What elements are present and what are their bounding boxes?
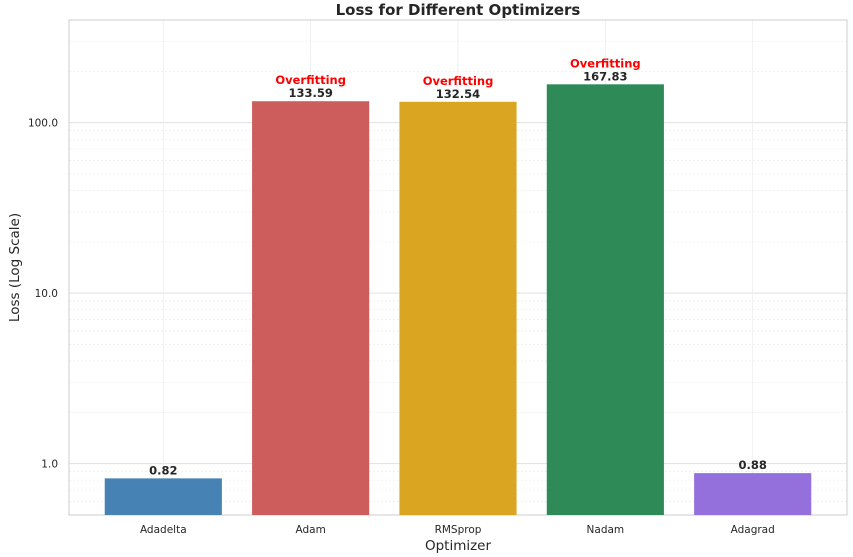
y-axis-label: Loss (Log Scale) xyxy=(7,213,23,322)
overfitting-annotation: Overfitting xyxy=(423,74,494,88)
x-tick-label: Adadelta xyxy=(140,524,187,536)
x-tick-label: RMSprop xyxy=(435,524,482,536)
bar-value-label: 0.82 xyxy=(149,463,177,477)
y-tick-label: 100.0 xyxy=(28,118,58,130)
bar-adam xyxy=(252,101,370,515)
bar-adadelta xyxy=(104,478,222,515)
x-axis-label: Optimizer xyxy=(425,538,492,554)
bar-value-label: 133.59 xyxy=(288,86,332,100)
x-tick-label: Adagrad xyxy=(731,524,775,536)
overfitting-annotation: Overfitting xyxy=(570,56,641,70)
bar-value-label: 0.88 xyxy=(739,458,767,472)
bars xyxy=(104,84,812,516)
bar-adagrad xyxy=(694,473,812,515)
x-tick-label: Nadam xyxy=(587,524,625,536)
y-tick-label: 1.0 xyxy=(41,459,58,471)
ticks: 1.0 10.0 100.0 Adadelta Adam RMSprop Nadam Adag… xyxy=(28,118,775,536)
bar-value-label: 132.54 xyxy=(436,87,480,101)
x-tick-label: Adam xyxy=(295,524,325,536)
overfitting-annotation: Overfitting xyxy=(275,73,346,87)
bar-value-label: 167.83 xyxy=(583,69,627,83)
bar-nadam xyxy=(546,84,664,516)
chart-title: Loss for Different Optimizers xyxy=(336,1,581,19)
y-tick-label: 10.0 xyxy=(35,288,58,300)
bar-rmsprop xyxy=(399,101,517,516)
